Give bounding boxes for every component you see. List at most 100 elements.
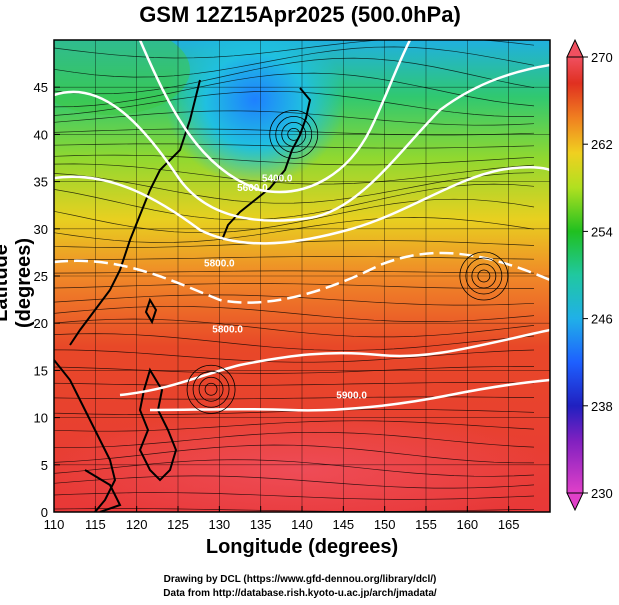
streamline — [54, 305, 535, 322]
x-tick-label: 135 — [250, 517, 272, 532]
streamline — [54, 172, 535, 204]
y-tick-label: 25 — [34, 269, 48, 284]
colorbar-tick-label: 270 — [591, 50, 613, 65]
x-tick-label: 140 — [291, 517, 313, 532]
y-tick-label: 30 — [34, 222, 48, 237]
streamline — [54, 396, 535, 400]
cyclone-ring — [287, 127, 301, 141]
streamline — [54, 420, 535, 432]
streamlines — [54, 40, 535, 512]
cyclone-ring — [192, 370, 230, 408]
x-tick-label: 125 — [167, 517, 189, 532]
cyclone-ring — [204, 382, 218, 396]
gridlines — [54, 40, 550, 512]
streamline — [54, 143, 535, 149]
streamline — [54, 294, 535, 306]
colorbar-tick-label: 238 — [591, 399, 613, 414]
cyclone-ring — [186, 364, 236, 414]
coastline-taiwan — [144, 297, 158, 325]
streamline — [54, 154, 535, 166]
cyclone-ring — [198, 376, 224, 402]
streamline — [54, 475, 535, 489]
cyclone-centers — [186, 109, 509, 414]
colorbar-tick-label: 246 — [591, 312, 613, 327]
contour-label: 5400.0 — [262, 174, 293, 185]
streamline — [54, 382, 535, 386]
streamline — [54, 409, 535, 415]
coastline-borneo — [84, 469, 122, 512]
streamline — [54, 46, 535, 78]
streamline — [54, 256, 535, 260]
cyclone-ring — [459, 251, 509, 301]
coastline-korea-china — [69, 79, 201, 346]
cyclone-ring — [281, 121, 307, 147]
x-tick-label: 150 — [374, 517, 396, 532]
y-tick-label: 40 — [34, 127, 48, 142]
height-contours — [54, 40, 550, 412]
colorbar-ticks: 230 238 246 254 262 270 — [583, 50, 613, 501]
streamline — [54, 217, 535, 243]
cyclone-ring — [275, 115, 313, 153]
x-tick-label: 160 — [456, 517, 478, 532]
y-tick-label: 5 — [41, 458, 48, 473]
streamline — [54, 333, 535, 351]
cyclone-ring — [465, 257, 503, 295]
contour-label: 5900.0 — [336, 391, 367, 402]
colorbar-bottom-arrow — [566, 492, 584, 512]
y-axis-ticks: 0 5 10 15 20 25 30 35 40 45 — [34, 80, 60, 520]
streamline — [54, 128, 535, 136]
streamline — [54, 40, 535, 59]
contour-5800 — [119, 328, 550, 397]
y-tick-label: 35 — [34, 175, 48, 190]
streamline — [54, 318, 535, 338]
x-tick-label: 115 — [85, 517, 106, 532]
x-tick-label: 110 — [44, 517, 65, 532]
contour-5900 — [149, 378, 550, 412]
colorbar-top-arrow — [566, 38, 584, 58]
streamline — [54, 349, 535, 363]
contour-label: 5800.0 — [204, 259, 235, 270]
x-axis-ticks: 110 115 120 125 130 135 140 145 150 155 160 165 — [44, 506, 520, 532]
contour-5400 — [138, 40, 412, 194]
colorbar-tick-label: 254 — [591, 224, 613, 239]
contour-label: 5600.0 — [237, 183, 268, 194]
x-tick-label: 165 — [498, 517, 520, 532]
cyclone-ring — [477, 269, 491, 283]
x-tick-label: 120 — [126, 517, 148, 532]
y-tick-label: 45 — [34, 80, 48, 95]
colorbar-tick-label: 262 — [591, 137, 613, 152]
y-tick-label: 0 — [41, 505, 48, 520]
x-tick-label: 145 — [332, 517, 354, 532]
streamline — [54, 459, 535, 477]
x-tick-label: 130 — [208, 517, 230, 532]
colorbar: 230 238 246 254 262 270 — [566, 38, 613, 512]
cyclone-ring — [269, 109, 319, 159]
credit-line-1: Drawing by DCL (https://www.gfd-dennou.o… — [163, 574, 437, 585]
credit-line-2: Data from http://database.rish.kyoto-u.a… — [163, 588, 437, 599]
streamline — [54, 492, 535, 500]
colorbar-tick-label: 230 — [591, 486, 613, 501]
streamline — [54, 508, 535, 512]
streamline — [54, 366, 535, 374]
streamline — [54, 283, 535, 289]
chart-title: GSM 12Z15Apr2025 (500.0hPa) — [139, 2, 461, 27]
cold-pool — [165, 40, 345, 185]
contour-5600 — [54, 166, 550, 245]
contour-5700 — [54, 251, 550, 304]
contour-5500 — [54, 63, 550, 222]
y-tick-label: 20 — [34, 316, 48, 331]
y-tick-label: 15 — [34, 363, 48, 378]
streamline — [54, 431, 535, 449]
cyclone-ring — [471, 263, 497, 289]
colorbar-gradient — [566, 56, 584, 494]
streamline — [54, 270, 535, 274]
y-tick-label: 10 — [34, 411, 48, 426]
streamline — [54, 444, 535, 464]
x-tick-label: 155 — [415, 517, 437, 532]
contour-label: 5800.0 — [212, 325, 243, 336]
streamline — [54, 163, 535, 185]
streamline — [54, 57, 535, 95]
coastline-indochina — [54, 359, 117, 512]
